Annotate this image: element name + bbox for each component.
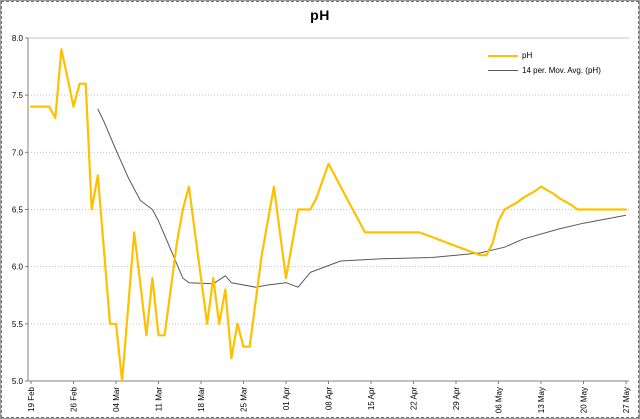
x-axis-label: 15 Apr <box>367 387 376 410</box>
legend-item-moving-avg: 14 per. Mov. Avg. (pH) <box>488 63 601 78</box>
legend: pH 14 per. Mov. Avg. (pH) <box>488 48 601 78</box>
series-moving-avg-line <box>97 108 627 288</box>
x-axis-label: 04 Mar <box>112 387 121 412</box>
x-axis-label: 19 Feb <box>27 386 36 411</box>
x-axis-label: 25 Mar <box>240 387 249 412</box>
legend-label-moving-avg: 14 per. Mov. Avg. (pH) <box>522 66 601 75</box>
x-axis-label: 11 Mar <box>155 387 164 412</box>
x-axis-label: 08 Apr <box>325 387 334 410</box>
x-axis-label: 26 Feb <box>70 386 79 411</box>
legend-line-swatch-ph <box>488 54 518 57</box>
y-axis-label: 7.5 <box>12 91 24 100</box>
x-axis-label: 01 Apr <box>282 387 291 410</box>
x-axis-label: 29 Apr <box>452 387 461 410</box>
y-axis-label: 5.0 <box>12 377 24 386</box>
x-axis-label: 22 Apr <box>409 387 418 410</box>
y-axis-label: 6.5 <box>12 206 24 215</box>
x-axis-label: 13 May <box>537 387 546 413</box>
x-axis-label: 18 Mar <box>197 387 206 412</box>
legend-line-swatch-moving-avg <box>488 70 518 71</box>
y-axis-label: 8.0 <box>12 34 24 43</box>
y-axis-label: 5.5 <box>12 320 24 329</box>
x-axis-label: 20 May <box>579 387 588 413</box>
y-axis-label: 6.0 <box>12 263 24 272</box>
series-ph-line <box>29 48 628 383</box>
legend-label-ph: pH <box>522 51 533 60</box>
chart-title: pH <box>310 7 330 23</box>
x-axis-label: 06 May <box>494 387 503 413</box>
x-axis-label: 27 May <box>622 387 631 413</box>
y-axis-label: 7.0 <box>12 148 24 157</box>
legend-item-ph: pH <box>488 48 601 63</box>
